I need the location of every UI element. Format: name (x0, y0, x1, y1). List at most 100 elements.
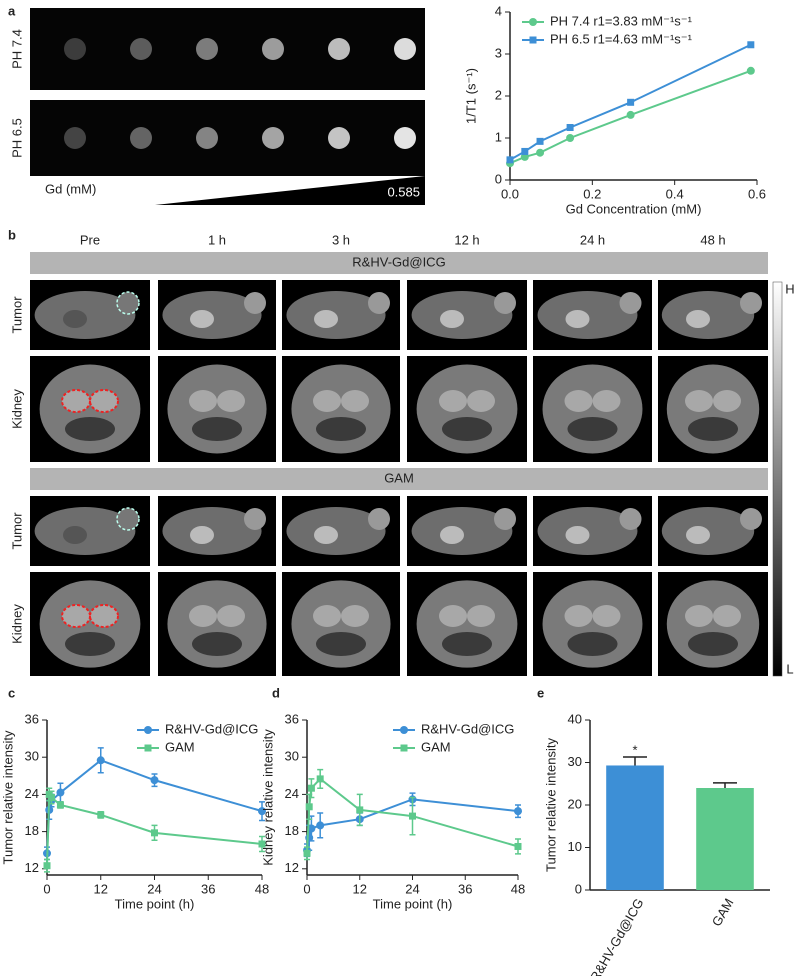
timepoint-label: 12 h (454, 232, 479, 247)
mri-detail (564, 390, 593, 412)
x-tick-label: 0.4 (666, 186, 684, 201)
phantom-well (328, 38, 350, 60)
mri-body (167, 364, 267, 454)
mri-detail (592, 390, 621, 412)
legend-marker (400, 726, 408, 734)
legend-label: PH 6.5 r1=4.63 mM⁻¹s⁻¹ (550, 31, 693, 46)
gd-gradient (155, 176, 425, 205)
mri-detail (314, 526, 338, 544)
mri-tumor (494, 292, 516, 314)
marker (536, 148, 545, 157)
marker (316, 821, 325, 830)
marker (258, 840, 266, 848)
marker (303, 849, 311, 857)
x-axis-label: Gd Concentration (mM) (566, 201, 702, 216)
scale-low: L (786, 661, 793, 676)
mri-body (39, 364, 141, 454)
mri-detail (192, 417, 242, 441)
y-tick-label: 18 (25, 823, 39, 838)
legend-marker (144, 744, 152, 752)
mri-detail (564, 605, 593, 627)
timepoint-label: 1 h (208, 232, 226, 247)
phantom-well (394, 127, 416, 149)
legend-label: R&HV-Gd@ICG (421, 721, 514, 736)
marker (746, 66, 755, 75)
roi-marker (61, 604, 91, 628)
y-tick-label: 2 (495, 87, 502, 102)
mri-body (416, 580, 518, 668)
marker (43, 862, 51, 870)
mri-detail (467, 605, 495, 627)
mri-tumor (244, 508, 266, 530)
error-bar (623, 756, 647, 766)
mri-detail (592, 605, 621, 627)
mri-detail (189, 605, 217, 627)
marker (56, 801, 64, 809)
mri-body (416, 364, 518, 454)
y-tick-label: 12 (25, 860, 39, 875)
mri-detail (567, 417, 618, 441)
phantom-well (64, 38, 86, 60)
phantom-image (30, 100, 425, 176)
mri-tumor (619, 508, 642, 530)
y-tick-label: 18 (285, 823, 299, 838)
phantom-well (64, 127, 86, 149)
marker (56, 788, 65, 797)
x-tick-label: 36 (201, 881, 215, 896)
roi-marker (61, 389, 91, 413)
group-band (30, 252, 768, 274)
row-label: Kidney (9, 604, 24, 644)
mri-detail (567, 632, 618, 656)
y-axis-label: Kidney relative intensity (260, 729, 275, 866)
marker (566, 124, 574, 131)
row-label: Tumor (9, 296, 24, 334)
y-tick-label: 12 (285, 860, 299, 875)
mri-tumor (368, 292, 390, 314)
group-label: GAM (384, 470, 414, 485)
mri-detail (63, 526, 87, 544)
x-tick-label: 48 (255, 881, 269, 896)
mri-detail (62, 605, 90, 627)
mri-detail (217, 390, 245, 412)
phantom-well (196, 38, 218, 60)
phantom-well (262, 127, 284, 149)
marker (316, 775, 324, 783)
y-tick-label: 4 (495, 3, 502, 18)
mri-body (542, 364, 643, 454)
phantom-well (196, 127, 218, 149)
y-axis-label: Tumor relative intensity (0, 730, 15, 864)
mri-tumor (244, 292, 266, 314)
mri-detail (313, 605, 341, 627)
marker (747, 41, 755, 49)
mri-tumor (117, 508, 139, 530)
gd-label: Gd (mM) (45, 181, 96, 196)
mri-tumor (368, 508, 390, 530)
mri-detail (685, 605, 713, 627)
marker (97, 811, 105, 819)
y-tick-label: 30 (568, 754, 582, 769)
roi-marker (89, 389, 119, 413)
mri-detail (217, 605, 245, 627)
y-tick-label: 30 (285, 749, 299, 764)
marker (627, 98, 635, 106)
row-label: PH 7.4 (9, 29, 24, 69)
y-tick-label: 36 (25, 711, 39, 726)
x-tick-label: 0.6 (748, 186, 766, 201)
mri-body (542, 580, 643, 668)
x-tick-label: 0.2 (583, 186, 601, 201)
marker (150, 776, 159, 785)
marker (514, 807, 522, 816)
legend-marker (529, 18, 537, 26)
mri-body (291, 580, 391, 668)
y-tick-label: 24 (25, 786, 39, 801)
marker (521, 147, 529, 155)
phantom-well (262, 38, 284, 60)
mri-detail (467, 390, 495, 412)
marker (47, 794, 55, 801)
y-tick-label: 36 (285, 711, 299, 726)
y-axis-label: 1/T1 (s⁻¹) (463, 68, 478, 124)
mri-tumor (740, 508, 762, 530)
mri-detail (442, 417, 492, 441)
panel-label: c (8, 685, 15, 700)
